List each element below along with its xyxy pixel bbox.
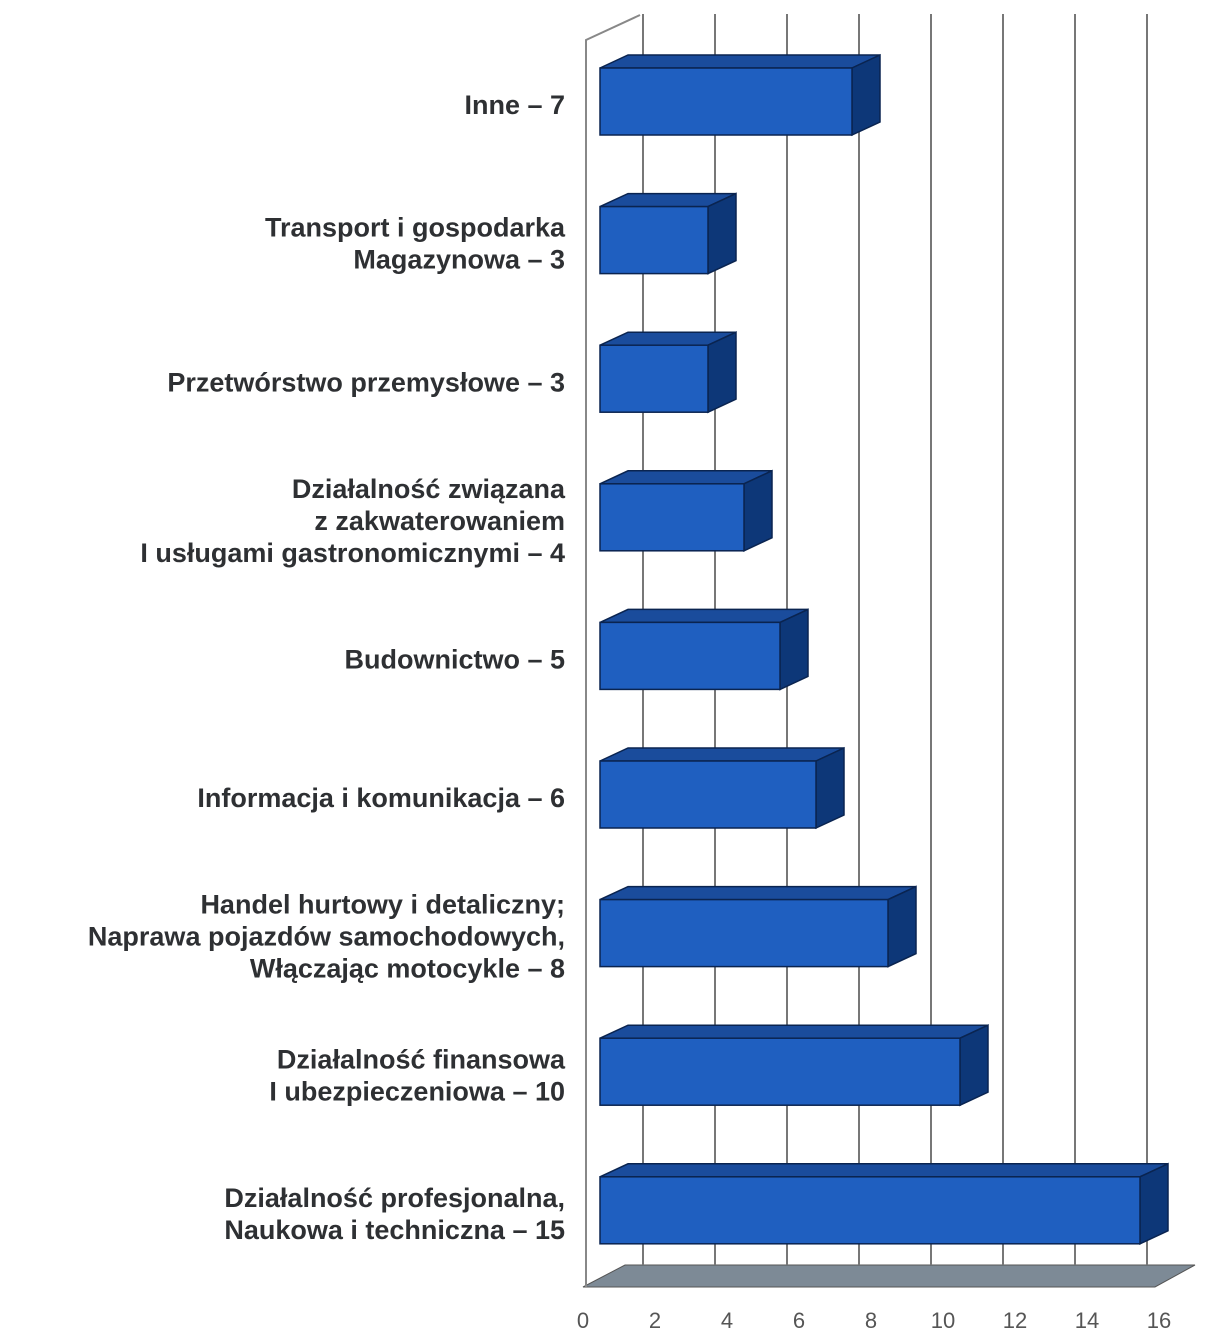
bar <box>599 53 881 137</box>
bar <box>599 1024 989 1107</box>
category-label: Działalność finansowa <box>277 1044 566 1074</box>
bar <box>599 192 737 275</box>
bar-front <box>599 621 781 691</box>
category-label: Naukowa i techniczna – 15 <box>224 1215 565 1245</box>
bar <box>599 608 809 691</box>
category-label: Naprawa pojazdów samochodowych, <box>88 922 565 952</box>
bar-side <box>743 469 773 552</box>
bar-front <box>599 898 889 968</box>
x-tick-label: 2 <box>649 1308 661 1333</box>
category-label: Budownictwo – 5 <box>344 645 565 675</box>
back-wall-edge <box>585 14 641 1287</box>
category-label: Handel hurtowy i detaliczny; <box>200 890 565 920</box>
x-tick-label: 8 <box>865 1308 877 1333</box>
category-label: Inne – 7 <box>464 90 565 120</box>
bar <box>599 746 845 830</box>
x-tick-label: 16 <box>1147 1308 1171 1333</box>
bar-top <box>599 470 773 485</box>
bar <box>599 1162 1169 1245</box>
bar-top <box>599 608 809 624</box>
x-tick-label: 12 <box>1003 1308 1027 1333</box>
bar <box>599 469 773 552</box>
category-label: Włączając motocykle – 8 <box>250 954 565 984</box>
bar-side <box>851 53 881 137</box>
bar-front <box>599 1176 1141 1245</box>
x-tick-label: 4 <box>721 1308 733 1333</box>
bar-front <box>599 205 709 275</box>
bar-side <box>779 608 809 691</box>
bar-top <box>599 54 881 69</box>
category-label: Informacja i komunikacja – 6 <box>197 783 565 813</box>
category-label: Działalność profesjonalna, <box>224 1183 565 1213</box>
bar <box>599 331 737 414</box>
floor <box>582 1264 1196 1288</box>
bar-side <box>707 192 737 275</box>
bar-side <box>707 331 737 414</box>
bar-front <box>599 67 853 136</box>
x-tick-label: 6 <box>793 1308 805 1333</box>
bar-top <box>599 1024 989 1039</box>
category-label: Działalność związana <box>292 474 566 504</box>
bar-front <box>599 760 817 829</box>
bar-top <box>599 747 845 762</box>
bar-front <box>599 483 745 552</box>
bar <box>599 885 917 968</box>
x-tick-label: 0 <box>577 1308 589 1333</box>
bar-front <box>599 1037 961 1106</box>
bar-side <box>815 746 845 830</box>
category-label: I ubezpieczeniowa – 10 <box>269 1076 565 1106</box>
category-label: I usługami gastronomicznymi – 4 <box>140 538 565 568</box>
bar-side <box>887 885 917 968</box>
bars <box>599 53 1169 1245</box>
bar-side <box>959 1024 989 1107</box>
bar-top <box>599 1163 1169 1178</box>
category-label: Magazynowa – 3 <box>353 245 565 275</box>
labels: 0 2 4 6 8 10 12 14 16 Inne – 7 Transport i gospoda… <box>88 90 1171 1333</box>
category-label: Transport i gospodarka <box>265 213 566 243</box>
category-label: Przetwórstwo przemysłowe – 3 <box>167 367 565 397</box>
category-label: z zakwaterowaniem <box>314 506 565 536</box>
bar-top <box>599 885 917 901</box>
x-tick-label: 14 <box>1075 1308 1099 1333</box>
x-tick-label: 10 <box>931 1308 955 1333</box>
bar-side <box>1139 1162 1169 1245</box>
bar-front <box>599 344 709 413</box>
